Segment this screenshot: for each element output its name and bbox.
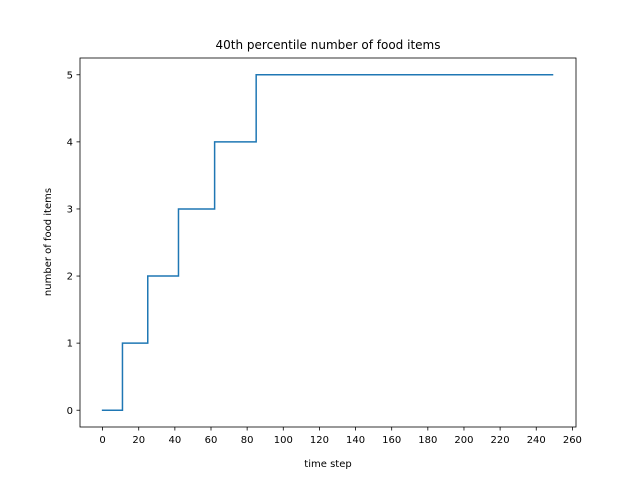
x-tick-label: 60 — [205, 435, 218, 446]
x-tick-label: 260 — [563, 435, 582, 446]
y-axis-label: number of food items — [43, 188, 54, 296]
x-tick-label: 200 — [454, 435, 473, 446]
y-tick-label: 5 — [67, 70, 73, 81]
x-axis-label: time step — [304, 459, 351, 470]
y-axis-ticks: 0 1 2 3 4 5 — [67, 70, 80, 417]
axes-frame — [79, 57, 577, 428]
plot-area — [79, 57, 577, 428]
x-tick-label: 240 — [527, 435, 546, 446]
x-tick-label: 220 — [491, 435, 510, 446]
y-tick-label: 0 — [67, 406, 73, 417]
y-tick-label: 3 — [67, 205, 73, 216]
y-tick-label: 4 — [67, 137, 73, 148]
series-line-0 — [101, 74, 554, 411]
x-tick-label: 0 — [99, 435, 105, 446]
y-tick-label: 2 — [67, 272, 73, 283]
chart-title: 40th percentile number of food items — [216, 38, 441, 52]
x-tick-label: 100 — [274, 435, 293, 446]
x-tick-label: 20 — [132, 435, 145, 446]
x-tick-label: 180 — [418, 435, 437, 446]
x-tick-label: 160 — [382, 435, 401, 446]
x-tick-label: 120 — [310, 435, 329, 446]
x-tick-label: 140 — [346, 435, 365, 446]
x-tick-label: 80 — [241, 435, 254, 446]
x-axis-ticks: 0 20 40 60 80 100 120 140 160 180 200 220 240 260 — [99, 427, 582, 446]
y-tick-label: 1 — [67, 339, 73, 350]
x-tick-label: 40 — [168, 435, 181, 446]
